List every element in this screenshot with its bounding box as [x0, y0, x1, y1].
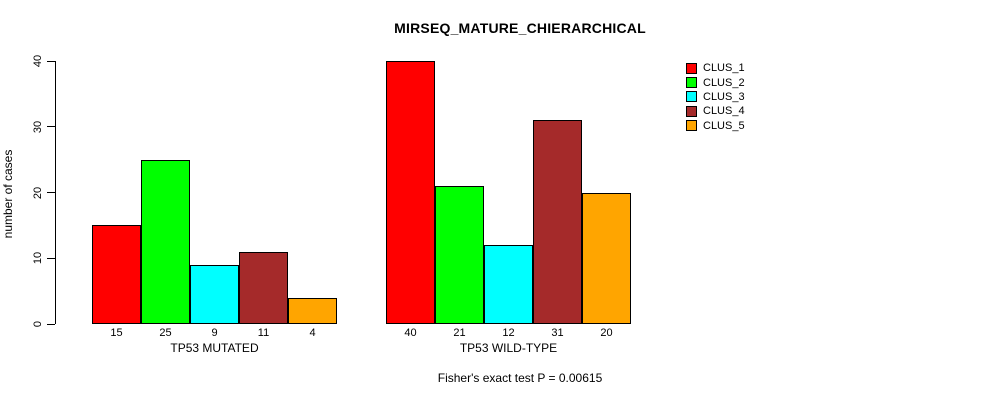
- y-tick-mark-40: [47, 60, 55, 62]
- y-tick-label-0: 0: [32, 320, 44, 328]
- bar-clus_5-group1: [288, 297, 337, 324]
- legend-swatch-icon: [686, 105, 697, 117]
- bar-value-label: 4: [309, 327, 316, 339]
- subtitle-pvalue: Fisher's exact test P = 0.00615: [437, 371, 603, 385]
- bar-clus_3-group1: [190, 264, 239, 324]
- legend-swatch-icon: [686, 120, 697, 132]
- y-tick-label-40: 40: [32, 54, 44, 68]
- y-tick-mark-10: [47, 257, 55, 259]
- y-tick-label-20: 20: [32, 186, 44, 199]
- bar-clus_2-group2: [435, 185, 484, 324]
- y-tick-mark-20: [47, 192, 55, 193]
- bar-value-label: 21: [453, 327, 466, 339]
- legend-label: CLUS_4: [703, 105, 745, 118]
- bar-value-label: 25: [159, 327, 172, 339]
- group-label-2: TP53 WILD-TYPE: [459, 341, 558, 355]
- bar-value-label: 31: [551, 327, 564, 339]
- bar-value-label: 12: [502, 327, 515, 339]
- bar-value-label: 11: [257, 327, 270, 339]
- group-label-1: TP53 MUTATED: [170, 341, 259, 355]
- legend-row-clus_3: CLUS_3: [686, 90, 745, 104]
- legend-label: CLUS_3: [703, 90, 745, 103]
- legend-row-clus_1: CLUS_1: [686, 61, 745, 75]
- y-tick-mark-30: [47, 126, 55, 128]
- legend-row-clus_4: CLUS_4: [686, 104, 745, 118]
- legend-swatch-icon: [686, 91, 697, 103]
- legend-row-clus_2: CLUS_2: [686, 75, 745, 89]
- bar-clus_4-group2: [533, 120, 582, 324]
- bar-value-label: 40: [404, 327, 417, 339]
- bar-clus_5-group2: [582, 192, 631, 324]
- legend-label: CLUS_2: [703, 76, 745, 89]
- y-tick-mark-0: [47, 323, 55, 325]
- y-tick-label-10: 10: [32, 252, 44, 265]
- legend: CLUS_1 CLUS_2 CLUS_3 CLUS_4 CLUS_5: [686, 61, 745, 133]
- y-tick-label-30: 30: [32, 120, 44, 133]
- legend-row-clus_5: CLUS_5: [686, 119, 745, 133]
- legend-swatch-icon: [686, 62, 697, 74]
- bar-value-label: 20: [600, 327, 613, 339]
- bar-clus_1-group1: [92, 225, 141, 324]
- chart-title: MIRSEQ_MATURE_CHIERARCHICAL: [394, 20, 646, 36]
- bar-clus_4-group1: [239, 251, 288, 324]
- legend-label: CLUS_1: [703, 62, 745, 75]
- legend-label: CLUS_5: [703, 119, 745, 132]
- bar-value-label: 9: [211, 327, 218, 339]
- bar-clus_3-group2: [484, 245, 533, 324]
- y-axis-label: number of cases: [1, 149, 15, 239]
- legend-swatch-icon: [686, 77, 697, 89]
- y-axis: [55, 61, 56, 324]
- bar-clus_1-group2: [386, 61, 435, 324]
- bar-value-label: 15: [110, 327, 123, 339]
- bar-clus_2-group1: [141, 159, 190, 324]
